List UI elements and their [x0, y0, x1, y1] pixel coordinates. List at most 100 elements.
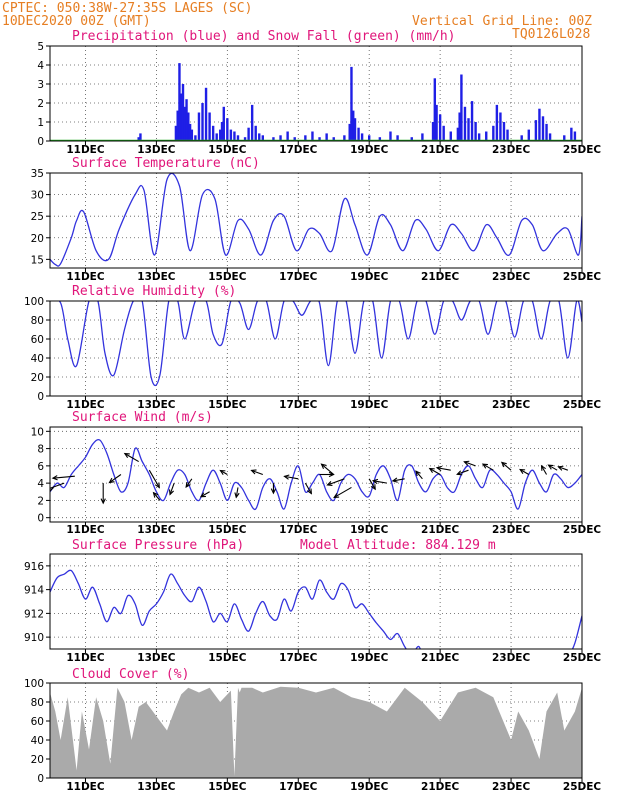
- rh-ytick-label: 80: [31, 315, 44, 327]
- precip-bar: [139, 133, 142, 141]
- pres-ytick-label: 912: [24, 608, 44, 620]
- wind-title: Surface Wind (m/s): [72, 410, 213, 425]
- precip-bar: [538, 108, 541, 141]
- wind-arrow: [435, 465, 451, 472]
- wind-arrow: [456, 469, 469, 476]
- wind-arrow: [304, 482, 312, 495]
- precip-bar: [499, 112, 502, 141]
- cloud-xtick-label: 11DEC: [66, 781, 105, 793]
- cloud-xtick-label: 21DEC: [421, 781, 460, 793]
- precip-bar: [304, 135, 307, 141]
- precip-bar: [201, 103, 204, 141]
- wind-arrow: [540, 464, 548, 475]
- temp-xtick-label: 13DEC: [137, 271, 176, 283]
- precip-bar: [180, 93, 183, 141]
- precip-panel: Precipitation (blue) and Snow Fall (gree…: [37, 29, 601, 156]
- header-grid-note: Vertical Grid Line: 00Z: [412, 14, 592, 29]
- rh-ytick-label: 100: [24, 296, 44, 308]
- wind-arrow: [168, 482, 175, 496]
- precip-bar: [573, 131, 577, 141]
- rh-xtick-label: 13DEC: [137, 399, 176, 411]
- precip-bar: [233, 131, 236, 141]
- precip-bar: [190, 129, 194, 141]
- wind-ytick-label: 4: [37, 478, 44, 490]
- precip-bar: [449, 131, 452, 141]
- temp-ytick-label: 35: [31, 168, 44, 180]
- precip-bar: [495, 104, 499, 141]
- wind-arrow: [519, 468, 530, 475]
- precip-bar: [279, 135, 282, 141]
- precip-bar: [226, 118, 229, 141]
- wind-arrow: [185, 478, 193, 489]
- precip-bar: [368, 135, 371, 141]
- wind-arrow: [391, 477, 405, 483]
- cloud-marks: [50, 686, 582, 778]
- pres-ytick-label: 914: [24, 585, 44, 597]
- precip-bar: [194, 135, 197, 141]
- precip-bar: [247, 127, 250, 141]
- wind-arrow: [371, 478, 388, 485]
- precip-bar: [188, 123, 192, 141]
- precip-bar: [350, 66, 353, 141]
- precip-ytick-label: 5: [37, 41, 44, 53]
- wind-arrow: [270, 483, 277, 495]
- precip-bar: [389, 131, 392, 141]
- pres-xtick-label: 19DEC: [350, 652, 389, 664]
- precip-bar: [219, 129, 222, 141]
- wind-xtick-label: 17DEC: [279, 524, 318, 536]
- precip-xtick-label: 23DEC: [492, 144, 531, 156]
- precip-bar: [492, 125, 495, 141]
- cloud-ytick-label: 60: [31, 716, 44, 728]
- pres-xtick-label: 25DEC: [563, 652, 602, 664]
- temp-xtick-label: 21DEC: [421, 271, 460, 283]
- precip-bar: [332, 137, 335, 141]
- header-code: TQ0126L028: [512, 27, 590, 42]
- precip-bar: [467, 118, 470, 141]
- precip-bar: [474, 122, 477, 141]
- temp-panel: Surface Temperature (nC) 15 20 25 30 35 11DEC 1…: [31, 156, 602, 283]
- wind-xtick-label: 19DEC: [350, 524, 389, 536]
- cloud-title: Cloud Cover (%): [72, 667, 189, 682]
- rh-marks: [50, 301, 582, 387]
- rh-xtick-label: 15DEC: [208, 399, 247, 411]
- wind-ytick-label: 8: [37, 444, 44, 456]
- precip-bar: [204, 87, 208, 141]
- pres-marks: [50, 569, 582, 649]
- precip-bar: [181, 84, 185, 141]
- wind-arrow: [547, 464, 558, 471]
- rh-xtick-label: 21DEC: [421, 399, 460, 411]
- precip-bar: [460, 74, 463, 141]
- cloud-ytick-label: 100: [24, 678, 44, 690]
- wind-arrow: [481, 463, 494, 471]
- pres-title: Surface Pressure (hPa): [72, 538, 244, 553]
- wind-ytick-label: 2: [37, 495, 44, 507]
- precip-bar: [435, 104, 438, 141]
- precip-xtick-label: 17DEC: [279, 144, 318, 156]
- precip-bar: [208, 112, 211, 141]
- precip-bar: [185, 99, 188, 141]
- precip-bar: [502, 122, 506, 141]
- header-location: CPTEC: 050:38W-27:35S LAGES (SC): [2, 1, 252, 16]
- precip-bar: [485, 131, 488, 141]
- wind-frame: [49, 426, 583, 523]
- precip-bar: [433, 78, 437, 141]
- precip-bar: [477, 133, 481, 141]
- temp-frame: [49, 172, 583, 269]
- wind-arrow: [50, 487, 54, 492]
- wind-arrow: [51, 475, 75, 481]
- wind-arrow: [234, 487, 240, 499]
- rh-frame: [49, 300, 583, 397]
- wind-arrow: [326, 478, 345, 487]
- wind-arrow: [219, 469, 228, 475]
- pres-panel: Surface Pressure (hPa) Model Altitude: 88…: [24, 538, 602, 664]
- precip-bar: [187, 112, 190, 141]
- wind-marks: [50, 438, 582, 511]
- temp-xtick-label: 17DEC: [279, 271, 318, 283]
- pres-ytick-label: 916: [24, 561, 44, 573]
- precip-bar: [229, 129, 233, 141]
- precip-xtick-label: 15DEC: [208, 144, 247, 156]
- wind-xtick-label: 25DEC: [563, 524, 602, 536]
- precip-bar: [183, 106, 186, 141]
- rh-ytick-label: 0: [37, 391, 44, 403]
- rh-line: [50, 301, 582, 387]
